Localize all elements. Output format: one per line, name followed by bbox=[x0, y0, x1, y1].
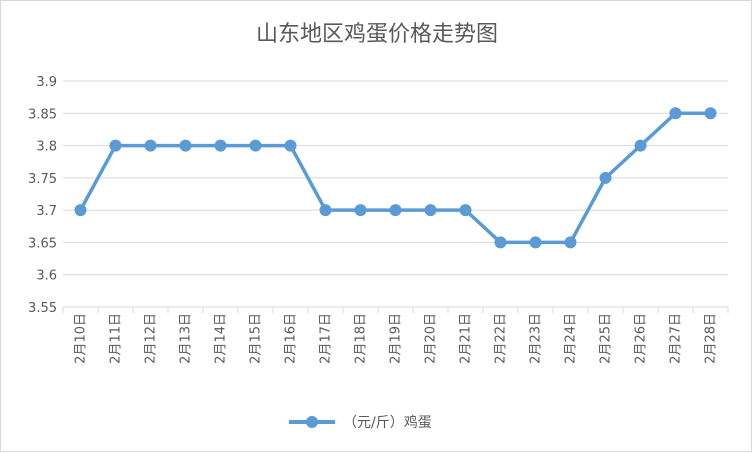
chart-title: 山东地区鸡蛋价格走势图 bbox=[256, 22, 498, 47]
x-tick-label: 2月26日 bbox=[634, 313, 649, 364]
data-point bbox=[214, 139, 227, 152]
y-tick-label: 3.8 bbox=[36, 140, 57, 155]
data-point bbox=[669, 107, 682, 120]
data-point bbox=[284, 139, 297, 152]
x-tick-label: 2月27日 bbox=[669, 313, 684, 364]
x-tick-label: 2月28日 bbox=[704, 313, 719, 364]
data-point bbox=[459, 204, 472, 217]
y-tick-label: 3.65 bbox=[28, 236, 57, 251]
data-point bbox=[354, 204, 367, 217]
y-tick-label: 3.7 bbox=[36, 204, 57, 219]
x-tick-label: 2月18日 bbox=[354, 313, 369, 364]
x-tick-label: 2月11日 bbox=[109, 313, 124, 364]
data-point bbox=[564, 236, 577, 249]
data-point bbox=[144, 139, 157, 152]
data-point bbox=[424, 204, 437, 217]
x-axis-ticks: 2月10日 2月11日 2月12日 2月13日 2月14日 2月15日 2月16日 2月17日… bbox=[62, 307, 729, 364]
y-tick-label: 3.6 bbox=[36, 269, 57, 284]
x-tick-label: 2月22日 bbox=[494, 313, 509, 364]
x-tick-label: 2月14日 bbox=[214, 313, 229, 364]
x-tick-label: 2月24日 bbox=[564, 313, 579, 364]
legend-label: （元/斤）鸡蛋 bbox=[343, 414, 432, 431]
y-tick-label: 3.75 bbox=[28, 172, 57, 187]
gridlines bbox=[63, 80, 728, 308]
series-layer bbox=[74, 107, 717, 249]
legend-marker bbox=[306, 416, 318, 428]
x-tick-label: 2月10日 bbox=[74, 313, 89, 364]
legend: （元/斤）鸡蛋 bbox=[289, 414, 432, 431]
data-point bbox=[179, 139, 192, 152]
data-point bbox=[109, 139, 122, 152]
x-tick-label: 2月23日 bbox=[529, 313, 544, 364]
x-tick-label: 2月12日 bbox=[144, 313, 159, 364]
x-tick-label: 2月19日 bbox=[389, 313, 404, 364]
data-point bbox=[599, 171, 612, 184]
x-tick-label: 2月20日 bbox=[424, 313, 439, 364]
data-point bbox=[494, 236, 507, 249]
y-axis-ticks: 3.55 3.6 3.65 3.7 3.75 3.8 3.85 3.9 bbox=[28, 75, 57, 316]
x-tick-label: 2月15日 bbox=[249, 313, 264, 364]
data-point bbox=[389, 204, 402, 217]
data-point bbox=[249, 139, 262, 152]
y-tick-label: 3.9 bbox=[36, 75, 57, 90]
data-point bbox=[634, 139, 647, 152]
x-tick-label: 2月17日 bbox=[319, 313, 334, 364]
x-tick-label: 2月21日 bbox=[459, 313, 474, 364]
y-tick-label: 3.85 bbox=[28, 107, 57, 122]
x-tick-label: 2月16日 bbox=[284, 313, 299, 364]
data-point bbox=[704, 107, 717, 120]
y-tick-label: 3.55 bbox=[28, 301, 57, 316]
x-tick-label: 2月25日 bbox=[599, 313, 614, 364]
data-point bbox=[319, 204, 332, 217]
data-point bbox=[74, 204, 87, 217]
data-point bbox=[529, 236, 542, 249]
x-tick-label: 2月13日 bbox=[179, 313, 194, 364]
